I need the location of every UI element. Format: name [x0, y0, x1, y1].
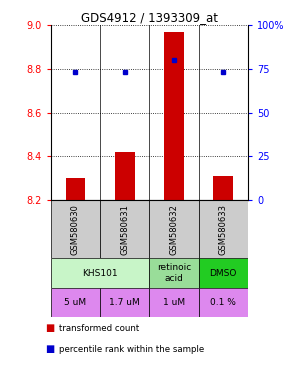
Text: 5 uM: 5 uM: [64, 298, 86, 307]
Text: GSM580633: GSM580633: [219, 204, 228, 255]
Bar: [100, 288, 149, 317]
Text: GSM580630: GSM580630: [71, 204, 80, 255]
Bar: [51, 200, 100, 258]
Text: transformed count: transformed count: [59, 324, 140, 333]
Bar: [149, 258, 199, 288]
Bar: [115, 152, 135, 200]
Title: GDS4912 / 1393309_at: GDS4912 / 1393309_at: [81, 11, 218, 24]
Bar: [51, 288, 100, 317]
Text: DMSO: DMSO: [210, 268, 237, 278]
Text: GSM580631: GSM580631: [120, 204, 129, 255]
Text: GSM580632: GSM580632: [169, 204, 179, 255]
Bar: [164, 31, 184, 200]
Bar: [149, 288, 199, 317]
Bar: [213, 176, 233, 200]
Bar: [51, 258, 149, 288]
Text: ■: ■: [45, 323, 54, 333]
Text: 1.7 uM: 1.7 uM: [109, 298, 140, 307]
Bar: [149, 200, 199, 258]
Text: 1 uM: 1 uM: [163, 298, 185, 307]
Text: retinoic
acid: retinoic acid: [157, 263, 191, 283]
Bar: [100, 200, 149, 258]
Bar: [199, 200, 248, 258]
Text: 0.1 %: 0.1 %: [210, 298, 236, 307]
Text: KHS101: KHS101: [82, 268, 118, 278]
Text: ■: ■: [45, 344, 54, 354]
Bar: [199, 258, 248, 288]
Text: percentile rank within the sample: percentile rank within the sample: [59, 345, 205, 354]
Bar: [66, 178, 85, 200]
Bar: [199, 288, 248, 317]
